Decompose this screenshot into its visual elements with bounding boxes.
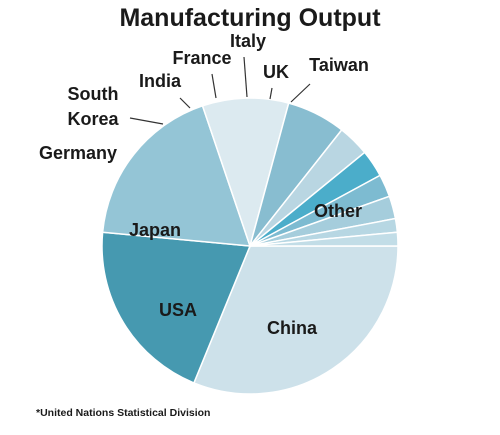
leader-line-uk [269,87,273,100]
pie-slice-other [192,245,399,395]
pie-slice-japan [201,97,290,249]
leader-lines [129,56,311,125]
chart-title: Manufacturing Output [119,4,381,32]
slice-label-taiwan: Taiwan [309,55,369,75]
pie-slice-china [101,231,252,384]
slice-label-other: Other [314,201,362,221]
slice-label-usa: USA [159,300,197,320]
leader-line-india [179,97,191,109]
slice-label-germany: Germany [39,143,117,163]
leader-line-france [211,73,217,99]
slice-labels: Other China USA Japan Germany South Korea India… [39,31,369,338]
slice-label-south-korea: South Korea [67,84,119,129]
pie-slice-usa [101,104,252,247]
slice-label-italy: Italy [230,31,266,51]
leader-line-south-korea [129,117,164,125]
slice-label-india: India [139,71,182,91]
leader-line-taiwan [290,83,311,103]
leader-line-italy [243,56,248,98]
pie-slice-taiwan [249,231,399,247]
pie-slices [101,97,399,395]
slice-label-france: France [172,48,231,68]
slice-label-china: China [267,318,318,338]
slice-label-japan: Japan [129,220,181,240]
source-footnote: *United Nations Statistical Division [36,407,211,419]
slice-label-uk: UK [263,62,289,82]
